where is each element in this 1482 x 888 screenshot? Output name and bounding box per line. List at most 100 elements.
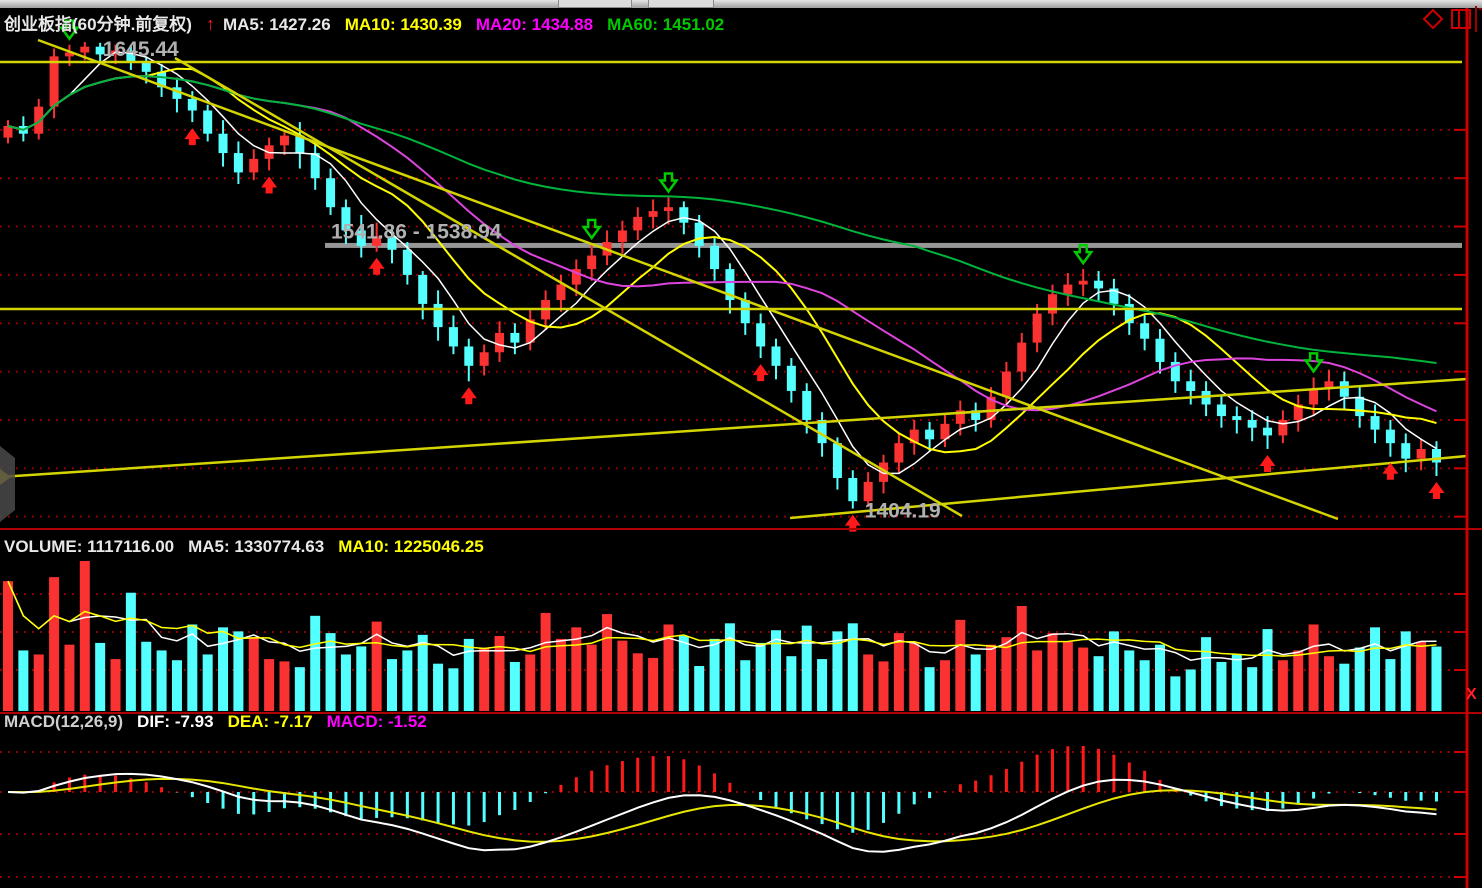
price-ma-line-ma10 bbox=[7, 67, 1437, 454]
candle-body bbox=[1186, 381, 1196, 391]
toolbar-button[interactable] bbox=[558, 0, 632, 8]
volume-bar bbox=[310, 615, 321, 711]
candle-body bbox=[694, 222, 704, 246]
sell-signal-arrow bbox=[58, 19, 80, 41]
volume-bar bbox=[1093, 656, 1104, 711]
volume-bar bbox=[1047, 633, 1058, 711]
volume-ma5-label: MA5: 1330774.63 bbox=[188, 537, 325, 556]
candle-body bbox=[1370, 416, 1380, 430]
candle-body bbox=[510, 332, 520, 343]
axis-tick bbox=[1454, 370, 1467, 373]
volume-bar bbox=[1185, 669, 1196, 711]
gap-band bbox=[325, 242, 1462, 248]
indicator-label-ma5: MA5: 1427.26 bbox=[222, 15, 331, 34]
buy-signal-arrow bbox=[1382, 462, 1399, 480]
candle-body bbox=[1032, 313, 1042, 343]
buy-signal-arrow bbox=[460, 387, 477, 405]
volume-bar bbox=[1139, 660, 1150, 711]
volume-bar bbox=[171, 660, 182, 711]
volume-bar bbox=[433, 663, 444, 711]
drawn-trendline bbox=[0, 377, 1468, 479]
candle-body bbox=[909, 429, 919, 444]
candle-body bbox=[49, 56, 59, 107]
volume-bar bbox=[371, 621, 382, 711]
axis-tick bbox=[1454, 751, 1467, 753]
split-window-icon[interactable] bbox=[1451, 9, 1471, 29]
candle-body bbox=[1247, 419, 1257, 428]
volume-bar bbox=[233, 631, 244, 711]
buy-signal-arrow bbox=[1428, 482, 1445, 500]
volume-bar bbox=[832, 631, 843, 711]
volume-bar bbox=[909, 642, 920, 711]
volume-bar bbox=[924, 667, 935, 711]
candle-body bbox=[971, 410, 981, 420]
volume-bar bbox=[1124, 650, 1135, 711]
buy-signal-arrow bbox=[184, 128, 201, 146]
candle-body bbox=[740, 300, 750, 324]
candle-body bbox=[157, 71, 167, 88]
candle-body bbox=[756, 323, 766, 347]
volume-bar bbox=[939, 660, 950, 711]
up-trend-icon bbox=[206, 14, 215, 34]
high-price-label: 1645.44 bbox=[103, 38, 179, 61]
volume-bar bbox=[986, 644, 997, 711]
candle-body bbox=[172, 87, 182, 99]
candle-body bbox=[1431, 448, 1441, 463]
axis-tick bbox=[1454, 418, 1467, 421]
low-price-label: 1404.19 bbox=[865, 500, 941, 523]
pane-corner-icons bbox=[1422, 6, 1477, 32]
indicator-label-ma20: MA20: 1434.88 bbox=[475, 15, 594, 34]
buy-signal-arrow bbox=[844, 514, 861, 532]
volume-ma-line-ma5 bbox=[7, 580, 1437, 662]
candle-body bbox=[218, 133, 228, 154]
volume-bar bbox=[1354, 647, 1365, 711]
axis-tick bbox=[1454, 128, 1467, 131]
volume-bar bbox=[279, 661, 290, 711]
drawer-handle[interactable] bbox=[0, 446, 15, 522]
candle-body bbox=[233, 153, 243, 173]
candle-body bbox=[1047, 294, 1057, 314]
candle-body bbox=[1063, 284, 1073, 295]
candle-body bbox=[249, 158, 259, 173]
axis-tick bbox=[1454, 177, 1467, 180]
window-top-strip bbox=[0, 0, 1482, 8]
volume-bar bbox=[479, 647, 490, 711]
candle-body bbox=[387, 236, 397, 250]
volume-bar bbox=[1170, 676, 1181, 711]
symbol-title: 创业板指(60分钟.前复权) bbox=[4, 15, 192, 34]
volume-bar bbox=[1231, 654, 1242, 711]
candle-body bbox=[1170, 361, 1180, 382]
candle-body bbox=[1109, 288, 1119, 304]
volume-bar bbox=[463, 638, 474, 711]
candle-body bbox=[341, 207, 351, 231]
candle-body bbox=[1324, 381, 1334, 390]
candle-body bbox=[326, 178, 336, 208]
diamond-icon[interactable] bbox=[1422, 8, 1444, 30]
candle-body bbox=[1155, 338, 1165, 362]
candle-body bbox=[356, 230, 366, 246]
axis-tick bbox=[1454, 322, 1467, 325]
buy-signal-arrow bbox=[1259, 454, 1276, 472]
volume-bar bbox=[847, 623, 858, 711]
toolbar-button[interactable] bbox=[648, 0, 714, 8]
volume-bar bbox=[678, 636, 689, 711]
candle-body bbox=[295, 135, 305, 154]
volume-bar bbox=[1277, 660, 1288, 711]
candle-body bbox=[80, 46, 90, 53]
volume-bar bbox=[1385, 659, 1396, 711]
volume-bar bbox=[448, 668, 459, 711]
candle-body bbox=[1355, 396, 1365, 417]
candle-body bbox=[1309, 389, 1319, 405]
volume-bar bbox=[1339, 663, 1350, 711]
dif-value-label: DIF: -7.93 bbox=[137, 712, 214, 731]
volume-bar bbox=[95, 642, 106, 711]
price-ma-line-ma60 bbox=[7, 75, 1437, 364]
candle-body bbox=[802, 390, 812, 420]
candle-body bbox=[187, 98, 197, 111]
close-indicator-button[interactable]: X bbox=[1466, 686, 1477, 703]
candle-body bbox=[648, 211, 658, 217]
volume-bar bbox=[1308, 624, 1319, 711]
volume-bar bbox=[970, 654, 981, 711]
candle-body bbox=[894, 443, 904, 463]
